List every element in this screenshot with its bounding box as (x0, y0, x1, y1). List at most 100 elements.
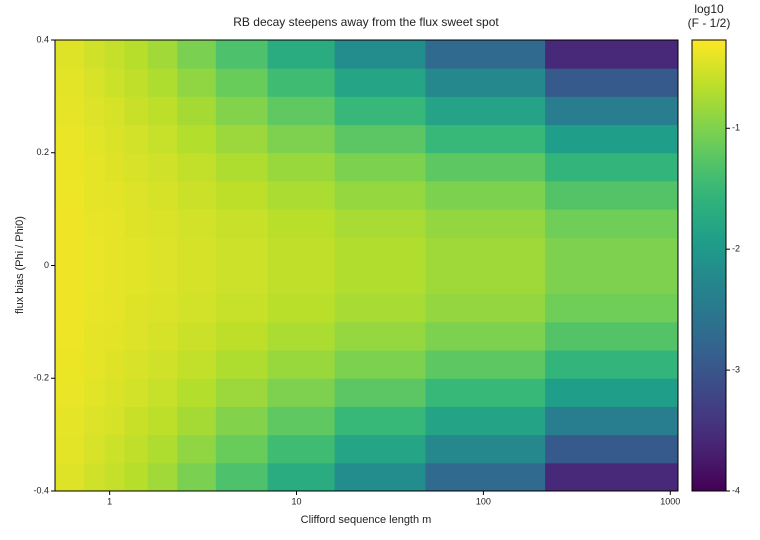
heatmap-cell (104, 321, 125, 351)
heatmap-cell (104, 378, 125, 407)
heatmap-cell (425, 68, 546, 97)
heatmap-cell (147, 462, 178, 492)
y-tick-label: 0.4 (36, 34, 49, 44)
heatmap-cell (334, 180, 426, 210)
heatmap-cell (124, 124, 149, 154)
heatmap-cell (55, 293, 85, 323)
heatmap-cell (84, 209, 106, 238)
heatmap-cell (55, 124, 85, 154)
heatmap-cell (84, 406, 106, 436)
heatmap-cell (545, 406, 679, 436)
heatmap-cell (84, 68, 106, 97)
heatmap-cell (84, 350, 106, 379)
chart-title: RB decay steepens away from the flux swe… (233, 15, 499, 29)
colorbar-tick-label: -2 (732, 244, 740, 254)
heatmap-cell (177, 40, 217, 69)
heatmap-cell (334, 462, 426, 492)
heatmap-cell (147, 406, 178, 436)
heatmap-cell (334, 265, 426, 295)
heatmap-cell (334, 350, 426, 379)
colorbar-title: (F - 1/2) (688, 16, 731, 30)
heatmap-cell (124, 434, 149, 464)
heatmap-cell (267, 350, 336, 379)
heatmap-cell (545, 152, 679, 182)
heatmap-cell (425, 350, 546, 379)
heatmap-cell (55, 265, 85, 295)
colorbar-tick-label: -1 (732, 123, 740, 133)
heatmap-cell (84, 237, 106, 266)
heatmap-cell (124, 68, 149, 97)
heatmap-cell (124, 265, 149, 295)
heatmap-cell (177, 237, 217, 266)
heatmap-cell (215, 180, 269, 210)
x-axis-label: Clifford sequence length m (301, 514, 432, 526)
heatmap-cell (84, 96, 106, 126)
heatmap-cell (215, 124, 269, 154)
heatmap-cell (147, 265, 178, 295)
heatmap-cell (147, 321, 178, 351)
heatmap-cell (147, 378, 178, 407)
y-axis-label: flux bias (Phi / Phi0) (14, 216, 26, 314)
heatmap-cell (147, 152, 178, 182)
colorbar-tick-label: -4 (732, 485, 740, 495)
heatmap-cell (55, 237, 85, 266)
heatmap-cell (147, 350, 178, 379)
heatmap-cell (124, 40, 149, 69)
heatmap-cell (545, 265, 679, 295)
heatmap-cell (124, 378, 149, 407)
heatmap-cell (147, 237, 178, 266)
heatmap-cell (425, 96, 546, 126)
heatmap-cell (267, 124, 336, 154)
heatmap-cell (267, 68, 336, 97)
heatmap-cell (267, 378, 336, 407)
heatmap-cell (334, 96, 426, 126)
heatmap-cell (215, 209, 269, 238)
heatmap-cell (104, 434, 125, 464)
heatmap-cell (267, 152, 336, 182)
heatmap-cell (84, 124, 106, 154)
heatmap-cell (104, 40, 125, 69)
heatmap-cell (545, 68, 679, 97)
heatmap-cell (215, 265, 269, 295)
heatmap-cell (425, 237, 546, 266)
heatmap-cell (55, 378, 85, 407)
heatmap-cell (267, 180, 336, 210)
y-tick-label: 0 (44, 260, 49, 270)
heatmap-cell (215, 293, 269, 323)
heatmap-cell (267, 209, 336, 238)
colorbar (691, 39, 727, 492)
heatmap-cell (147, 96, 178, 126)
heatmap-cell (147, 40, 178, 69)
heatmap-cell (425, 378, 546, 407)
heatmap-cell (177, 293, 217, 323)
heatmap-cell (55, 96, 85, 126)
heatmap-cell (334, 124, 426, 154)
colorbar-title: log10 (694, 2, 724, 16)
heatmap-cell (425, 321, 546, 351)
heatmap-cell (334, 293, 426, 323)
heatmap-cell (177, 209, 217, 238)
x-tick-label: 10 (292, 496, 302, 506)
heatmap-cell (55, 180, 85, 210)
heatmap-cell (267, 237, 336, 266)
heatmap-cell (124, 152, 149, 182)
heatmap-cell (147, 180, 178, 210)
heatmap-cell (215, 350, 269, 379)
heatmap-cell (177, 434, 217, 464)
heatmap-cell (215, 40, 269, 69)
heatmap-cell (147, 124, 178, 154)
x-tick-label: 1 (107, 496, 112, 506)
heatmap-cell (124, 321, 149, 351)
heatmap-cell (215, 462, 269, 492)
heatmap-cell (425, 152, 546, 182)
heatmap-cell (104, 406, 125, 436)
heatmap-cell (267, 434, 336, 464)
y-tick-label: -0.4 (33, 485, 49, 495)
heatmap-cell (425, 265, 546, 295)
heatmap-cell (55, 462, 85, 492)
heatmap-cell (334, 237, 426, 266)
heatmap-cell (545, 40, 679, 69)
heatmap-cell (267, 40, 336, 69)
heatmap-cell (545, 96, 679, 126)
